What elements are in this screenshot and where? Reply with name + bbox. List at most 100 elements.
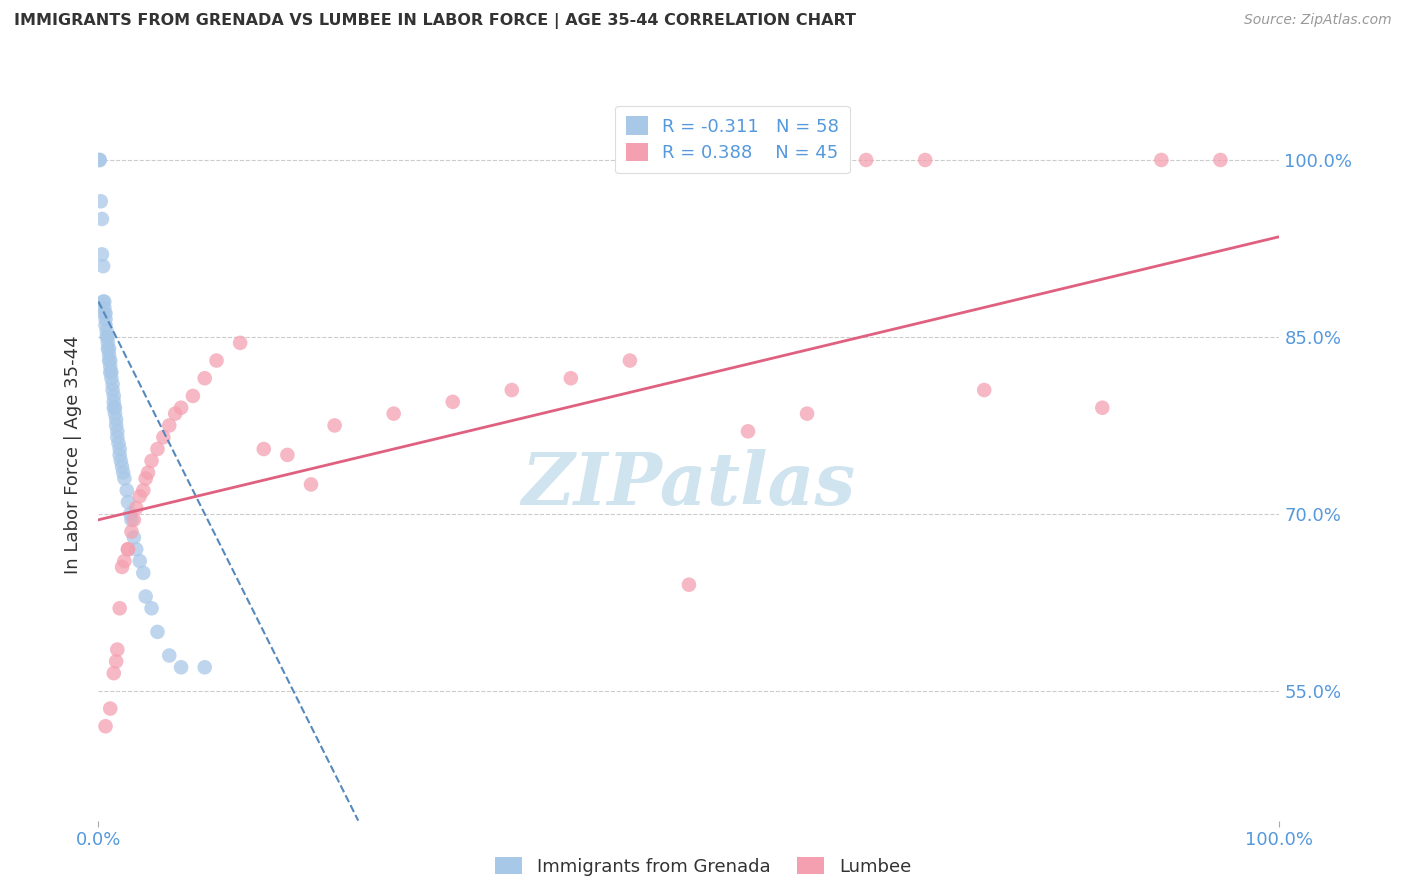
Point bbox=[98, 701, 121, 715]
Point bbox=[91, 247, 114, 261]
Point bbox=[91, 259, 114, 273]
Point bbox=[104, 401, 127, 415]
Point bbox=[181, 389, 204, 403]
Point bbox=[117, 542, 139, 557]
Point bbox=[105, 430, 128, 444]
Point bbox=[90, 194, 112, 209]
Point bbox=[253, 442, 276, 456]
Point bbox=[105, 418, 128, 433]
Point bbox=[1091, 401, 1114, 415]
Point bbox=[125, 501, 148, 516]
Point bbox=[103, 389, 125, 403]
Point bbox=[122, 531, 145, 545]
Point bbox=[135, 590, 157, 604]
Point bbox=[97, 342, 120, 356]
Point bbox=[93, 301, 115, 315]
Point bbox=[107, 436, 129, 450]
Point bbox=[973, 383, 995, 397]
Point bbox=[108, 601, 131, 615]
Point bbox=[93, 306, 115, 320]
Point bbox=[89, 153, 111, 167]
Point bbox=[96, 330, 118, 344]
Point bbox=[914, 153, 936, 167]
Point bbox=[229, 335, 252, 350]
Point bbox=[103, 666, 125, 681]
Legend: Immigrants from Grenada, Lumbee: Immigrants from Grenada, Lumbee bbox=[488, 850, 918, 883]
Point bbox=[146, 624, 169, 639]
Point bbox=[101, 377, 124, 392]
Point bbox=[104, 407, 127, 421]
Legend: R = -0.311   N = 58, R = 0.388    N = 45: R = -0.311 N = 58, R = 0.388 N = 45 bbox=[616, 105, 851, 173]
Point bbox=[132, 566, 155, 580]
Point bbox=[105, 654, 128, 668]
Point bbox=[678, 577, 700, 591]
Point bbox=[135, 471, 157, 485]
Point bbox=[94, 312, 117, 326]
Point bbox=[96, 324, 118, 338]
Point bbox=[132, 483, 155, 498]
Point bbox=[194, 660, 217, 674]
Point bbox=[120, 507, 142, 521]
Point bbox=[146, 442, 169, 456]
Point bbox=[128, 554, 150, 568]
Point bbox=[205, 353, 228, 368]
Point bbox=[105, 642, 128, 657]
Point bbox=[105, 425, 128, 439]
Point bbox=[100, 371, 122, 385]
Point bbox=[101, 383, 124, 397]
Point bbox=[141, 601, 163, 615]
Point bbox=[122, 513, 145, 527]
Point bbox=[103, 401, 125, 415]
Point bbox=[108, 442, 131, 456]
Point bbox=[98, 353, 121, 368]
Point bbox=[382, 407, 405, 421]
Point bbox=[125, 542, 148, 557]
Point bbox=[97, 330, 120, 344]
Point bbox=[170, 660, 193, 674]
Point bbox=[165, 407, 187, 421]
Point bbox=[110, 454, 132, 468]
Point bbox=[1209, 153, 1232, 167]
Point bbox=[112, 466, 135, 480]
Point bbox=[97, 335, 120, 350]
Point bbox=[91, 294, 114, 309]
Point bbox=[121, 524, 143, 539]
Point bbox=[98, 348, 121, 362]
Point bbox=[299, 477, 322, 491]
Point bbox=[855, 153, 877, 167]
Text: IMMIGRANTS FROM GRENADA VS LUMBEE IN LABOR FORCE | AGE 35-44 CORRELATION CHART: IMMIGRANTS FROM GRENADA VS LUMBEE IN LAB… bbox=[14, 13, 856, 29]
Point bbox=[98, 359, 121, 374]
Point bbox=[98, 365, 121, 379]
Point bbox=[115, 483, 138, 498]
Point bbox=[276, 448, 298, 462]
Point bbox=[619, 353, 641, 368]
Point bbox=[737, 425, 759, 439]
Y-axis label: In Labor Force | Age 35-44: In Labor Force | Age 35-44 bbox=[65, 335, 83, 574]
Point bbox=[157, 648, 180, 663]
Point bbox=[121, 513, 143, 527]
Point bbox=[103, 394, 125, 409]
Point bbox=[1150, 153, 1173, 167]
Point bbox=[112, 471, 135, 485]
Point bbox=[157, 418, 180, 433]
Point bbox=[111, 560, 134, 574]
Point bbox=[89, 153, 111, 167]
Point bbox=[560, 371, 582, 385]
Point bbox=[117, 542, 139, 557]
Point bbox=[91, 211, 114, 226]
Point bbox=[117, 495, 139, 509]
Point bbox=[194, 371, 217, 385]
Point bbox=[105, 412, 128, 426]
Point bbox=[796, 407, 818, 421]
Point bbox=[111, 459, 134, 474]
Point bbox=[128, 489, 150, 503]
Point bbox=[98, 353, 121, 368]
Point bbox=[141, 454, 163, 468]
Point bbox=[94, 306, 117, 320]
Point bbox=[94, 318, 117, 333]
Point bbox=[108, 448, 131, 462]
Point bbox=[170, 401, 193, 415]
Point bbox=[441, 394, 464, 409]
Point bbox=[323, 418, 346, 433]
Text: Source: ZipAtlas.com: Source: ZipAtlas.com bbox=[1244, 13, 1392, 28]
